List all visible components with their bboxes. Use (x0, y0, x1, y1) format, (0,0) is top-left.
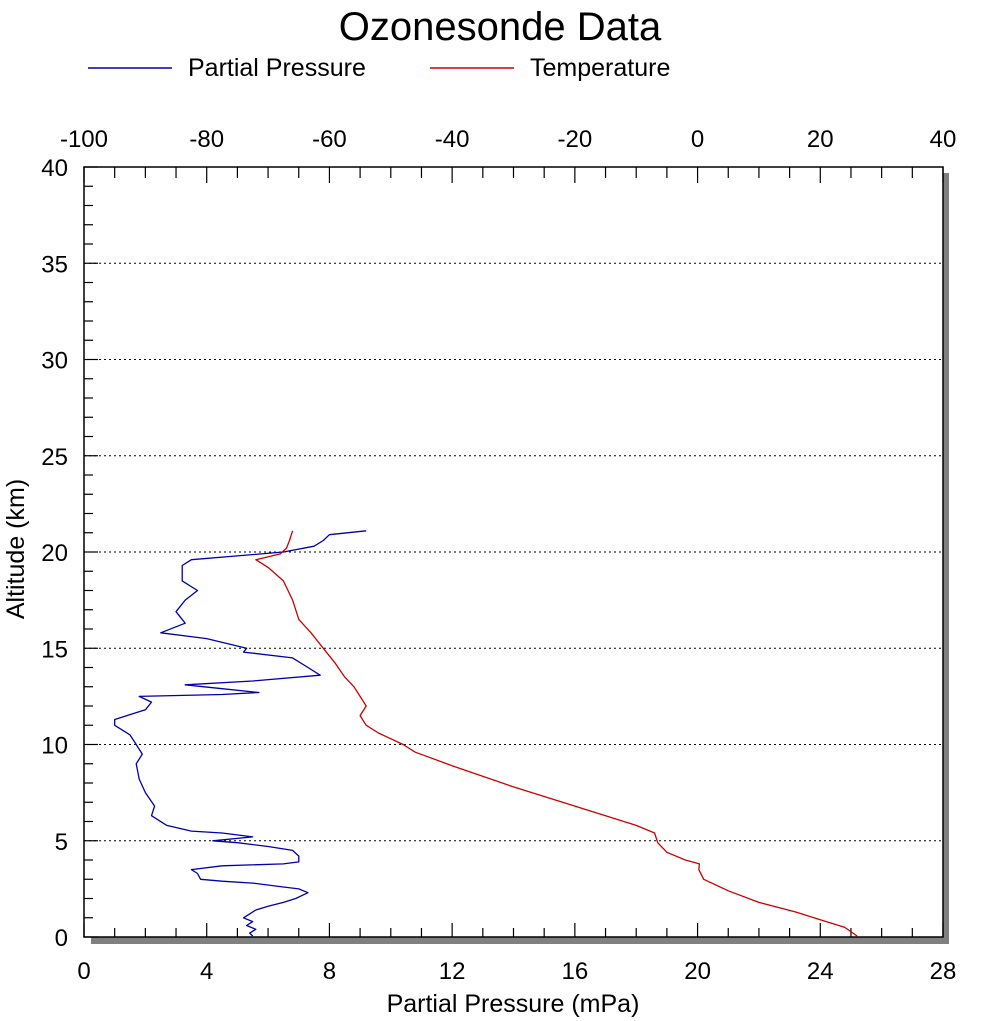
x-bottom-tick-label: 24 (807, 958, 834, 985)
x-top-tick-label: -100 (60, 126, 108, 153)
series-line-partial-pressure (114, 530, 367, 937)
series-line-temperature (255, 530, 858, 937)
x-top-tick-label: -40 (435, 126, 470, 153)
x-top-tick-label: -60 (312, 126, 347, 153)
y-tick-label: 35 (41, 251, 68, 278)
x-bottom-tick-label: 28 (930, 958, 957, 985)
x-bottom-tick-label: 12 (439, 958, 466, 985)
y-tick-label: 10 (41, 733, 68, 760)
x-bottom-tick-label: 0 (77, 958, 90, 985)
y-tick-label: 40 (41, 155, 68, 182)
axis-ticks (83, 166, 944, 938)
legend-label-temperature: Temperature (530, 54, 670, 82)
x-bottom-tick-label: 20 (684, 958, 711, 985)
y-tick-label: 15 (41, 636, 68, 663)
x-top-tick-label: 20 (807, 126, 834, 153)
y-tick-label: 20 (41, 540, 68, 567)
y-axis-title: Altitude (km) (2, 479, 30, 619)
y-tick-label: 30 (41, 348, 68, 375)
series-lines (114, 530, 858, 937)
x-top-tick-label: -20 (558, 126, 593, 153)
legend-label-partial-pressure: Partial Pressure (188, 54, 366, 82)
x-top-tick-label: 0 (691, 126, 704, 153)
y-tick-label: 0 (55, 925, 68, 952)
x-bottom-tick-label: 4 (200, 958, 213, 985)
x-axis-title: Partial Pressure (mPa) (387, 990, 640, 1018)
grid-lines (84, 262, 943, 842)
legend: Partial Pressure Temperature (88, 54, 670, 82)
x-bottom-tick-label: 16 (562, 958, 589, 985)
x-top-tick-label: -80 (189, 126, 224, 153)
x-bottom-tick-label: 8 (323, 958, 336, 985)
y-tick-label: 5 (55, 829, 68, 856)
tick-labels: 0 5 10 15 20 25 30 35 40 0 4 8 12 16 20 24 28 -100 -80 -60 -… (41, 126, 956, 985)
chart-title: Ozonesonde Data (339, 5, 662, 49)
y-tick-label: 25 (41, 444, 68, 471)
x-top-tick-label: 40 (930, 126, 957, 153)
